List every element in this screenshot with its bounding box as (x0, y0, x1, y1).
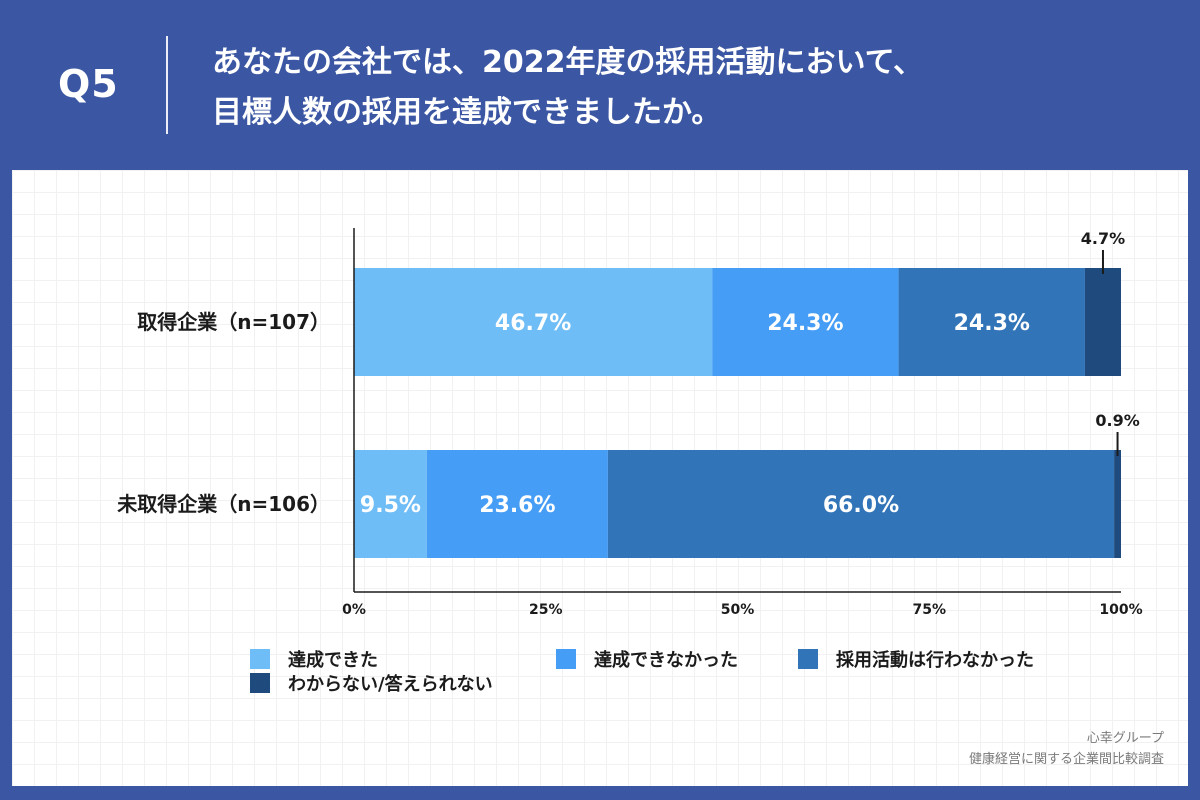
x-tick-label: 75% (912, 602, 946, 618)
legend-item-unknown: わからない/答えられない (250, 672, 493, 695)
data-label: 24.3% (767, 311, 843, 336)
stacked-bar-chart: 取得企業（n=107） 46.7% 24.3% 24.3% 4.7% 未取得企業（n=10… (117, 228, 1143, 618)
question-line-1: あなたの会社では、2022年度の採用活動において、 (212, 45, 924, 80)
bar-segment (1084, 268, 1121, 376)
legend-label: わからない/答えられない (288, 674, 493, 695)
legend: 達成できた 達成できなかった 採用活動は行わなかった わからない/答えられない (250, 648, 1110, 698)
legend-swatch (798, 649, 818, 669)
legend-item-not-achieved: 達成できなかった (556, 648, 738, 671)
bar-segment (712, 268, 899, 376)
question-text: あなたの会社では、2022年度の採用活動において、 目標人数の採用を達成できまし… (212, 38, 1172, 138)
x-tick-label: 0% (342, 602, 366, 618)
data-label: 46.7% (495, 311, 571, 336)
bar-segment (426, 450, 608, 558)
x-tick-label: 100% (1099, 602, 1142, 618)
legend-item-no-recruiting: 採用活動は行わなかった (798, 648, 1034, 671)
question-line-2: 目標人数の採用を達成できましたか。 (212, 95, 722, 130)
data-label: 9.5% (360, 493, 421, 518)
data-label: 66.0% (823, 493, 899, 518)
bar-segment (354, 268, 713, 376)
legend-label: 達成できなかった (594, 650, 738, 671)
source-line-1: 心幸グループ (1086, 731, 1164, 746)
legend-item-achieved: 達成できた (250, 648, 378, 671)
source-line-2: 健康経営に関する企業間比較調査 (968, 752, 1164, 767)
x-tick-label: 50% (721, 602, 755, 618)
header-divider (166, 36, 168, 134)
legend-label: 達成できた (288, 650, 378, 671)
question-number: Q5 (58, 62, 119, 106)
data-label: 4.7% (1081, 229, 1125, 248)
data-label: 23.6% (479, 493, 555, 518)
data-label: 24.3% (954, 311, 1030, 336)
bar-segment (354, 450, 427, 558)
legend-label: 採用活動は行わなかった (836, 650, 1034, 671)
bar-segment (1114, 450, 1121, 558)
source-credit: 心幸グループ 健康経営に関する企業間比較調査 (969, 728, 1164, 770)
bar-segment (607, 450, 1115, 558)
bar-segment (898, 268, 1085, 376)
x-tick-label: 25% (529, 602, 563, 618)
header: Q5 あなたの会社では、2022年度の採用活動において、 目標人数の採用を達成で… (0, 0, 1200, 168)
category-label: 取得企業（n=107） (137, 310, 330, 334)
category-label: 未取得企業（n=106） (117, 492, 330, 516)
legend-swatch (250, 673, 270, 693)
data-label: 0.9% (1095, 411, 1139, 430)
chart-panel: 取得企業（n=107） 46.7% 24.3% 24.3% 4.7% 未取得企業（n=10… (12, 170, 1188, 786)
legend-swatch (556, 649, 576, 669)
legend-swatch (250, 649, 270, 669)
